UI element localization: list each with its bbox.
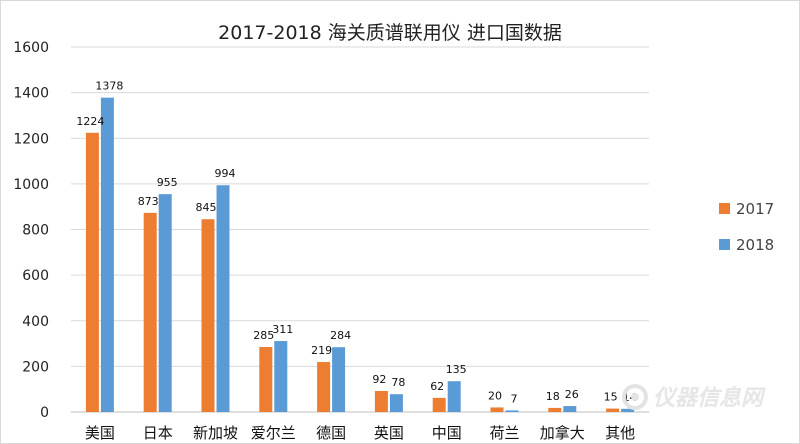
data-label-2018-荷兰: 7 [511,392,518,405]
bar-2017-日本 [143,212,157,412]
data-label-2017-荷兰: 20 [488,389,502,402]
category-label: 加拿大 [540,424,585,442]
data-label-2017-美国: 1224 [76,115,104,128]
instrument-network-logo-icon [622,384,648,410]
y-tick-label: 0 [40,405,49,421]
bar-2017-中国 [432,397,446,412]
data-label-2017-德国: 219 [311,344,332,357]
data-label-2017-英国: 92 [372,373,386,386]
data-label-2017-加拿大: 18 [546,390,560,403]
bar-2017-荷兰 [490,407,504,412]
bar-2018-新加坡 [216,185,230,412]
data-label-2017-日本: 873 [138,195,159,208]
y-tick-label: 400 [22,314,49,330]
category-label: 荷兰 [489,424,519,442]
data-label-2018-加拿大: 26 [565,388,579,401]
bar-2018-荷兰 [505,410,519,412]
bar-2018-英国 [389,394,403,412]
bar-2018-其他 [621,408,635,412]
watermark-text: 仪器信息网 [653,385,766,411]
bar-2017-加拿大 [548,407,562,412]
data-label-2018-爱尔兰: 311 [272,323,293,336]
y-tick-label: 1000 [13,177,49,193]
y-tick-label: 1600 [13,40,49,56]
category-label: 其他 [605,424,635,442]
bar-2018-爱尔兰 [274,341,288,412]
bar-2017-美国 [85,132,99,412]
x-axis-categories: 美国 日本 新加坡 爱尔兰 德国 英国 中国 荷兰 加拿大 其他 [85,424,635,442]
bar-2017-德国 [317,362,331,412]
bar-2017-新加坡 [201,219,215,412]
data-label-2018-日本: 955 [157,176,178,189]
legend: 2017 2018 [719,200,774,254]
legend-swatch-2018 [719,239,730,250]
category-label: 英国 [374,424,404,442]
bar-2017-英国 [374,391,388,412]
legend-swatch-2017 [719,203,730,214]
legend-label-2017: 2017 [736,200,774,218]
data-label-2018-新加坡: 994 [215,167,236,180]
y-axis-ticks: 0 200 400 600 800 1000 1200 1400 1600 [13,40,49,421]
bar-2018-日本 [158,194,172,412]
category-label: 美国 [85,424,115,442]
bar-2018-美国 [100,97,114,413]
data-label-2018-德国: 284 [330,329,351,342]
y-tick-label: 1200 [13,131,49,147]
data-label-2018-中国: 135 [446,363,467,376]
y-tick-label: 200 [22,359,49,375]
category-label: 德国 [316,424,346,442]
data-label-2017-爱尔兰: 285 [253,329,274,342]
bar-2018-德国 [332,347,346,412]
y-tick-label: 600 [22,268,49,284]
y-tick-label: 800 [22,223,49,239]
chart-title: 2017-2018 海关质谱联用仪 进口国数据 [218,22,562,44]
data-label-2017-新加坡: 845 [196,201,217,214]
category-label: 中国 [432,424,462,442]
category-label: 新加坡 [193,424,238,442]
data-label-2017-中国: 62 [430,380,444,393]
gridlines [71,46,649,413]
data-label-2018-英国: 78 [391,376,405,389]
bars [85,97,635,413]
legend-label-2018: 2018 [736,236,774,254]
category-label: 日本 [143,424,173,442]
watermark: 仪器信息网 [622,384,766,411]
data-label-2017-其他: 15 [604,391,618,404]
bar-2017-其他 [606,408,620,412]
bar-2017-爱尔兰 [259,346,273,412]
category-label: 爱尔兰 [251,424,296,442]
y-tick-label: 1400 [13,86,49,102]
data-label-2018-美国: 1378 [95,80,123,93]
bar-2018-中国 [447,381,461,412]
bar-2018-加拿大 [563,406,577,412]
